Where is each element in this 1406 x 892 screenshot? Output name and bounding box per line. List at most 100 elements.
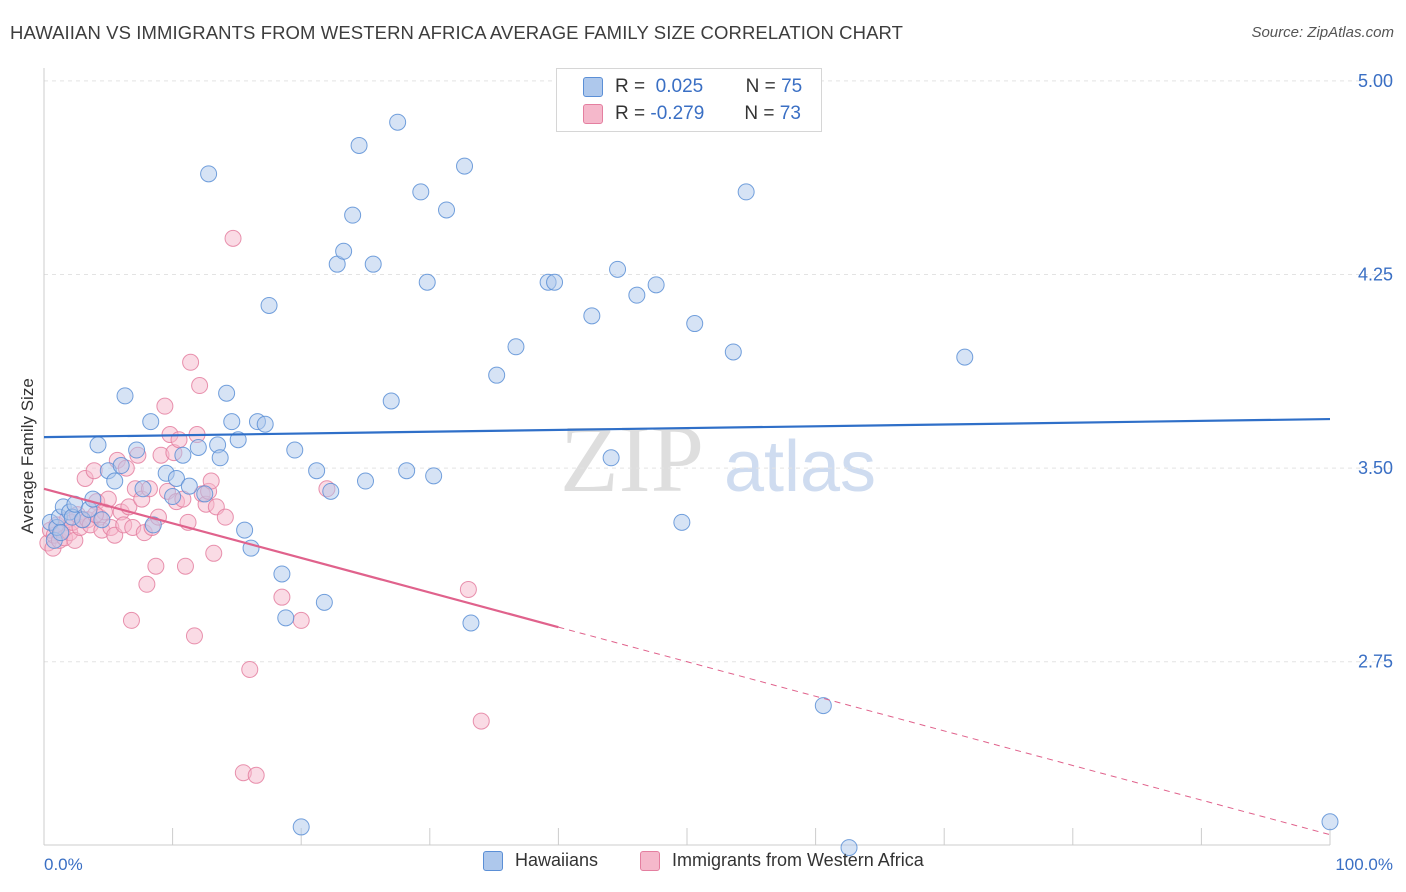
hawaiians-point [398, 462, 416, 480]
legend-r-label: R = [615, 103, 646, 124]
bottom-legend-hawaiians: Hawaiians [483, 850, 598, 871]
legend-n-label: N = [745, 76, 776, 97]
hawaiians-point [142, 413, 160, 431]
hawaiians-point [1321, 813, 1339, 831]
legend-n-label: N = [744, 103, 775, 124]
immigrants-point [176, 557, 194, 575]
hawaiians-point [389, 113, 407, 131]
legend-r-value: -0.279 [650, 103, 705, 124]
hawaiians-point [686, 315, 704, 333]
hawaiians-point [350, 136, 368, 154]
immigrants-point [224, 229, 242, 247]
hawaiians-point [840, 839, 858, 857]
hawaiians-point [52, 524, 70, 542]
watermark-atlas: atlas [724, 427, 876, 507]
hawaiians-point [814, 697, 832, 715]
hawaiians-point [308, 462, 326, 480]
legend-n-value: 73 [779, 103, 801, 124]
hawaiians-point [602, 449, 620, 467]
watermark-zip: ZIP [560, 405, 704, 512]
hawaiians-point [277, 609, 295, 627]
hawaiians-point [196, 485, 214, 503]
hawaiians-point [164, 488, 182, 506]
hawaiians-point [116, 387, 134, 405]
immigrants-point [472, 712, 490, 730]
y-tick-label: 4.25 [1358, 265, 1393, 285]
hawaiians-point [292, 818, 310, 836]
hawaiians-point [84, 490, 102, 508]
hawaiians-point [488, 366, 506, 384]
hawaiians-point [223, 413, 241, 431]
hawaiians-point [322, 482, 340, 500]
watermark: ZIP atlas [560, 405, 876, 512]
hawaiians-point [315, 593, 333, 611]
y-tick-label: 2.75 [1358, 652, 1393, 672]
legend-r-label: R = [615, 76, 646, 97]
hawaiians-point [647, 276, 665, 294]
hawaiians-point [344, 206, 362, 224]
y-tick-label: 3.50 [1358, 458, 1393, 478]
bottom-legend-label: Hawaiians [515, 850, 599, 870]
hawaiians-point [200, 165, 218, 183]
hawaiians-point [93, 511, 111, 529]
legend-row-immigrants: R = -0.279 N = 73 [583, 102, 801, 126]
hawaiians-point [286, 441, 304, 459]
chart-title: HAWAIIAN VS IMMIGRANTS FROM WESTERN AFRI… [10, 22, 904, 43]
hawaiians-point [174, 446, 192, 464]
hawaiians-point [418, 273, 436, 291]
hawaiians-point [180, 477, 198, 495]
hawaiians-point [546, 273, 564, 291]
hawaiians-point [260, 296, 278, 314]
hawaiians-point [236, 521, 254, 539]
hawaiians-point [357, 472, 374, 490]
immigrants-point [459, 580, 477, 598]
hawaiians-point [273, 565, 291, 583]
immigrants-point [191, 377, 209, 395]
legend-n-value: 75 [781, 76, 803, 97]
hawaiians-trend-line [43, 417, 1331, 439]
hawaiians-point [134, 480, 152, 498]
legend-r-value: 0.025 [655, 76, 704, 97]
hawaiians-point [211, 449, 229, 467]
legend-swatch-pink [583, 104, 603, 124]
hawaiians-point [364, 255, 382, 273]
hawaiians-point [144, 516, 162, 534]
bottom-legend-label: Immigrants from Western Africa [672, 850, 924, 870]
hawaiians-point [189, 438, 207, 456]
immigrants-trend-line [43, 487, 559, 629]
bottom-legend-swatch-blue [483, 850, 503, 871]
immigrants-point [185, 627, 203, 645]
hawaiians-point [229, 431, 247, 449]
immigrants-trend-line-extension [558, 626, 1331, 836]
immigrants-point [247, 766, 265, 784]
hawaiians-point [956, 348, 974, 366]
x-tick-label-min: 0.0% [44, 855, 83, 874]
y-axis-label: Average Family Size [18, 378, 37, 534]
hawaiians-point [456, 157, 474, 175]
hawaiians-point [412, 183, 430, 201]
immigrants-point [216, 508, 234, 526]
hawaiians-point [724, 343, 742, 361]
immigrants-point [85, 462, 103, 480]
immigrants-point [273, 588, 291, 606]
immigrants-point [138, 575, 156, 593]
y-tick-label: 5.00 [1358, 71, 1393, 91]
legend-row-hawaiians: R = 0.025 N = 75 [583, 75, 802, 99]
immigrants-point [182, 353, 200, 371]
hawaiians-point [112, 457, 130, 475]
hawaiians-point [737, 183, 755, 201]
hawaiians-point [335, 242, 353, 260]
hawaiians-point [628, 286, 646, 304]
immigrants-point [205, 544, 223, 562]
hawaiians-point [609, 260, 627, 278]
legend-swatch-blue [583, 77, 603, 97]
x-tick-label-max: 100.0% [1335, 855, 1393, 874]
hawaiians-point [507, 338, 525, 356]
immigrants-point [156, 397, 174, 415]
hawaiians-point [256, 415, 274, 433]
y-axis-tick-labels: 2.75 3.50 4.25 5.00 [1358, 71, 1393, 672]
hawaiians-point [167, 469, 185, 487]
hawaiians-point [462, 614, 480, 632]
bottom-legend-immigrants: Immigrants from Western Africa [640, 850, 924, 871]
